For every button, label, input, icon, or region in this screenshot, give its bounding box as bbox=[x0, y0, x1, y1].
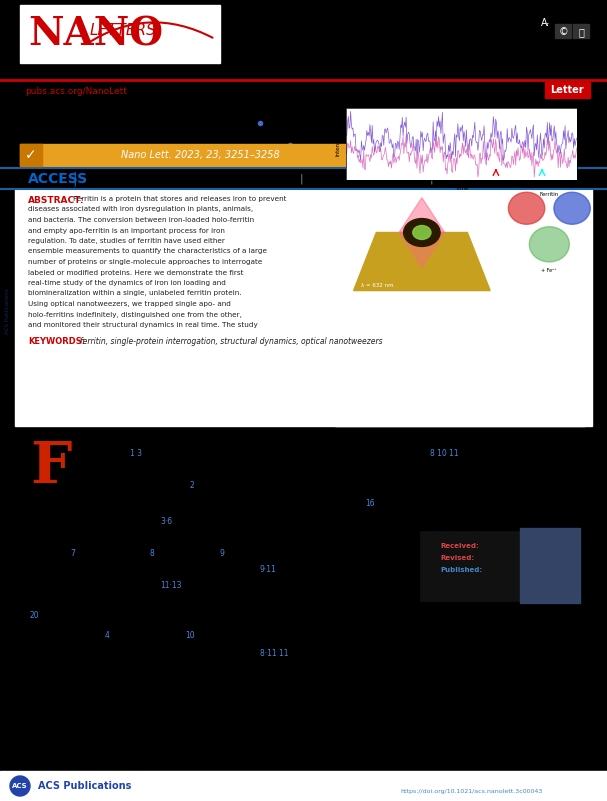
Text: and monitored their structural dynamics in real time. The study: and monitored their structural dynamics … bbox=[28, 322, 258, 328]
Text: |: | bbox=[300, 174, 304, 184]
Text: Using optical nanotweezers, we trapped single apo- and: Using optical nanotweezers, we trapped s… bbox=[28, 301, 231, 307]
Bar bbox=[545, 82, 590, 98]
Text: |: | bbox=[72, 171, 76, 187]
Bar bbox=[520, 528, 580, 603]
Text: Aᵣ: Aᵣ bbox=[540, 18, 549, 28]
Text: 2: 2 bbox=[190, 481, 195, 490]
Bar bbox=[390, 144, 520, 166]
X-axis label: Time: Time bbox=[455, 186, 468, 191]
Text: ABSTRACT:: ABSTRACT: bbox=[28, 196, 84, 205]
Circle shape bbox=[554, 192, 590, 224]
Bar bbox=[15, 189, 592, 426]
Text: Read Online: Read Online bbox=[429, 150, 492, 160]
Bar bbox=[335, 196, 585, 426]
Bar bbox=[0, 426, 607, 801]
Text: labeled or modified proteins. Here we demonstrate the first: labeled or modified proteins. Here we de… bbox=[28, 269, 243, 276]
Text: LETTERS: LETTERS bbox=[90, 23, 157, 38]
Text: holo-ferritins indefinitely, distinguished one from the other,: holo-ferritins indefinitely, distinguish… bbox=[28, 312, 242, 317]
Text: Ferritin is a protein that stores and releases iron to prevent: Ferritin is a protein that stores and re… bbox=[73, 196, 287, 202]
Text: 7: 7 bbox=[70, 549, 75, 557]
Polygon shape bbox=[399, 198, 444, 232]
Text: ensemble measurements to quantify the characteristics of a large: ensemble measurements to quantify the ch… bbox=[28, 248, 267, 255]
Bar bbox=[20, 144, 42, 166]
Text: λ = 632 nm: λ = 632 nm bbox=[361, 283, 394, 288]
Text: https://doi.org/10.1021/acs.nanolett.3c00043: https://doi.org/10.1021/acs.nanolett.3c0… bbox=[400, 788, 543, 794]
Y-axis label: Intensity: Intensity bbox=[336, 132, 341, 156]
Bar bbox=[20, 144, 380, 166]
Text: ACS: ACS bbox=[12, 783, 28, 789]
Text: 10: 10 bbox=[185, 631, 195, 641]
Bar bbox=[390, 144, 412, 166]
Text: ⌖: ⌖ bbox=[397, 148, 405, 162]
Text: Nano Lett. 2023, 23, 3251–3258: Nano Lett. 2023, 23, 3251–3258 bbox=[121, 150, 279, 160]
Bar bbox=[0, 771, 607, 801]
Text: KEYWORDS:: KEYWORDS: bbox=[28, 337, 85, 347]
Text: ACS Publications: ACS Publications bbox=[5, 288, 10, 334]
Text: Letter: Letter bbox=[550, 85, 584, 95]
Text: + Fe²⁺: + Fe²⁺ bbox=[541, 268, 557, 273]
Text: 8 10 11: 8 10 11 bbox=[430, 449, 459, 457]
Text: |: | bbox=[430, 174, 433, 184]
Text: number of proteins or single-molecule approaches to interrogate: number of proteins or single-molecule ap… bbox=[28, 259, 262, 265]
Text: NANO: NANO bbox=[28, 15, 163, 53]
Text: Ferritin: Ferritin bbox=[540, 192, 559, 197]
Bar bbox=[555, 24, 571, 38]
Bar bbox=[573, 24, 589, 38]
Text: 1 3: 1 3 bbox=[130, 449, 142, 457]
Text: diseases associated with iron dysregulation in plants, animals,: diseases associated with iron dysregulat… bbox=[28, 207, 253, 212]
Text: and bacteria. The conversion between iron-loaded holo-ferritin: and bacteria. The conversion between iro… bbox=[28, 217, 254, 223]
Circle shape bbox=[10, 776, 30, 796]
Circle shape bbox=[413, 226, 431, 239]
Text: ©: © bbox=[558, 27, 568, 37]
Text: Published:: Published: bbox=[440, 567, 482, 573]
Text: ferritin, single-protein interrogation, structural dynamics, optical nanotweezer: ferritin, single-protein interrogation, … bbox=[80, 337, 382, 347]
Circle shape bbox=[529, 227, 569, 262]
Text: pubs.acs.org/NanoLett: pubs.acs.org/NanoLett bbox=[25, 87, 127, 95]
Text: 9·11: 9·11 bbox=[260, 565, 277, 574]
Text: regulation. To date, studies of ferritin have used either: regulation. To date, studies of ferritin… bbox=[28, 238, 225, 244]
Bar bbox=[420, 531, 540, 601]
Bar bbox=[0, 0, 607, 81]
Text: real-time study of the dynamics of iron ion loading and: real-time study of the dynamics of iron … bbox=[28, 280, 226, 286]
Bar bbox=[20, 5, 220, 63]
Text: 8·11 11: 8·11 11 bbox=[260, 649, 288, 658]
Text: 11·13: 11·13 bbox=[160, 582, 181, 590]
Text: ✓: ✓ bbox=[25, 148, 37, 162]
Text: 9: 9 bbox=[220, 549, 225, 557]
Text: ACCESS: ACCESS bbox=[28, 172, 88, 186]
Text: 8: 8 bbox=[150, 549, 155, 557]
Text: Received:: Received: bbox=[440, 543, 479, 549]
Polygon shape bbox=[353, 232, 490, 291]
Circle shape bbox=[509, 192, 545, 224]
Text: 3·6: 3·6 bbox=[160, 517, 172, 525]
Polygon shape bbox=[399, 232, 444, 268]
Text: F: F bbox=[30, 439, 72, 495]
Text: Revised:: Revised: bbox=[440, 555, 474, 561]
Text: 4: 4 bbox=[105, 631, 110, 641]
Text: biomineralization within a single, unlabeled ferritin protein.: biomineralization within a single, unlab… bbox=[28, 291, 242, 296]
Text: ACS Publications: ACS Publications bbox=[38, 781, 131, 791]
Text: 20: 20 bbox=[30, 611, 39, 621]
Text: 16: 16 bbox=[365, 498, 375, 508]
Text: ⓘ: ⓘ bbox=[578, 27, 584, 37]
Circle shape bbox=[404, 219, 440, 247]
Text: and empty apo-ferritin is an important process for iron: and empty apo-ferritin is an important p… bbox=[28, 227, 225, 234]
